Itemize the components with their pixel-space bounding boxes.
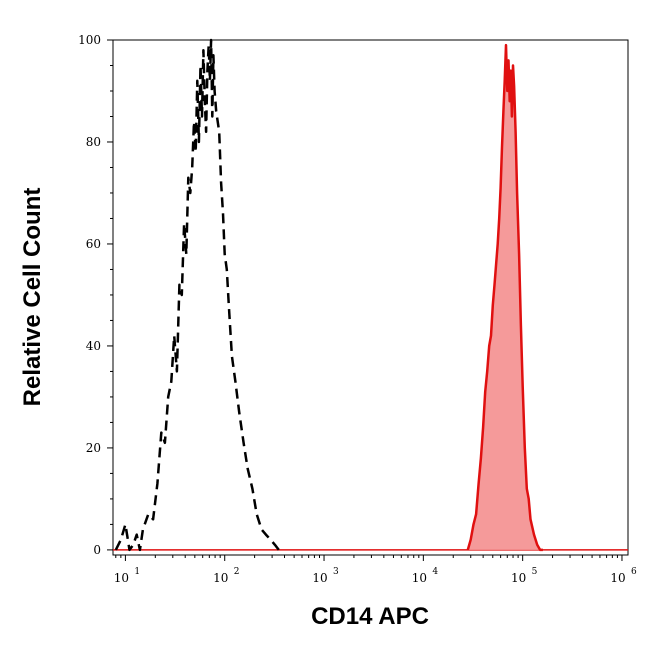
y-tick-label: 0 (93, 543, 101, 557)
x-tick-label: 10 (114, 571, 129, 585)
plot-frame (112, 39, 629, 556)
x-axis: 10 1 10 2 10 3 10 4 10 5 10 6 (114, 555, 637, 585)
x-tick-label: 10 (213, 571, 228, 585)
y-tick-label: 20 (86, 441, 101, 455)
y-axis: 0 20 40 60 80 100 (78, 33, 113, 557)
y-tick-label: 40 (86, 339, 101, 353)
x-axis-title: CD14 APC (311, 603, 429, 630)
x-tick-exponent: 6 (631, 567, 637, 577)
x-tick-label: 10 (412, 571, 427, 585)
y-tick-label: 60 (86, 237, 101, 251)
x-tick-exponent: 5 (532, 567, 538, 577)
y-tick-label: 80 (86, 135, 101, 149)
x-tick-exponent: 1 (134, 567, 140, 577)
series-1-line (114, 38, 280, 552)
series-layer (113, 38, 628, 552)
series-2-area (467, 45, 543, 550)
x-tick-label: 10 (312, 571, 327, 585)
x-tick-exponent: 3 (333, 567, 339, 577)
series-2-line (466, 43, 543, 552)
y-axis-title: Relative Cell Count (19, 188, 46, 407)
y-tick-label: 100 (78, 33, 101, 47)
x-tick-label: 10 (511, 571, 526, 585)
x-tick-label: 10 (610, 571, 625, 585)
x-tick-exponent: 4 (432, 567, 438, 577)
x-tick-exponent: 2 (234, 567, 240, 577)
